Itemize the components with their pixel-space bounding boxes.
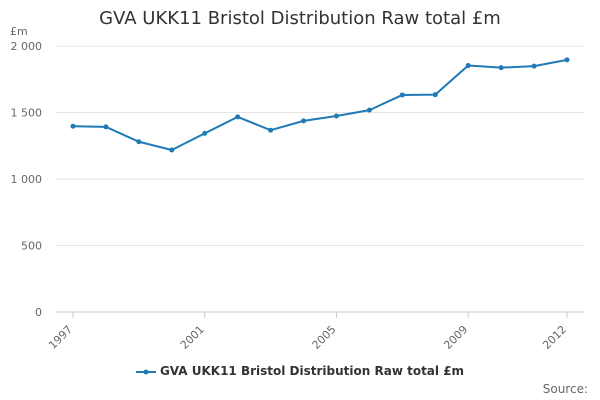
y-tick-label: 500	[21, 240, 42, 253]
x-tick-label: 1997	[46, 323, 75, 352]
data-point-2010[interactable]	[498, 65, 504, 71]
y-tick-label: 0	[35, 306, 42, 319]
source-label: Source:	[542, 382, 588, 396]
y-axis-unit-label: £m	[10, 25, 28, 38]
data-point-2012[interactable]	[564, 57, 570, 63]
data-point-2003[interactable]	[268, 127, 274, 133]
x-tick-label: 2009	[441, 323, 470, 352]
data-point-1998[interactable]	[103, 124, 109, 130]
data-point-1997[interactable]	[70, 123, 76, 129]
x-tick-label: 2012	[540, 323, 569, 352]
x-tick-label: 2001	[178, 323, 207, 352]
data-point-1999[interactable]	[136, 139, 142, 145]
legend[interactable]: GVA UKK11 Bristol Distribution Raw total…	[0, 364, 600, 378]
y-tick-label: 1 000	[11, 173, 43, 186]
chart-title: GVA UKK11 Bristol Distribution Raw total…	[99, 8, 501, 29]
legend-line-icon	[135, 369, 156, 374]
series-line	[72, 58, 568, 152]
y-tick-label: 2 000	[11, 40, 43, 53]
data-point-2007[interactable]	[399, 92, 405, 98]
y-tick-label: 1 500	[11, 107, 43, 120]
data-point-2011[interactable]	[531, 63, 537, 69]
data-point-2006[interactable]	[366, 107, 372, 113]
data-point-2002[interactable]	[235, 114, 241, 120]
data-series	[70, 57, 570, 153]
data-point-2004[interactable]	[301, 118, 307, 124]
gridlines	[56, 45, 584, 313]
data-point-2001[interactable]	[202, 130, 208, 136]
legend-label: GVA UKK11 Bristol Distribution Raw total…	[159, 364, 465, 378]
x-tick-label: 2005	[310, 323, 339, 352]
y-axis: 0 500 1 000 1 500 2 000	[11, 40, 43, 319]
data-point-2005[interactable]	[333, 113, 339, 119]
data-point-2008[interactable]	[432, 92, 438, 98]
x-axis: 1997 2001 2005 2009 2012	[46, 312, 569, 352]
data-point-2009[interactable]	[465, 63, 471, 69]
data-point-2000[interactable]	[169, 147, 175, 153]
